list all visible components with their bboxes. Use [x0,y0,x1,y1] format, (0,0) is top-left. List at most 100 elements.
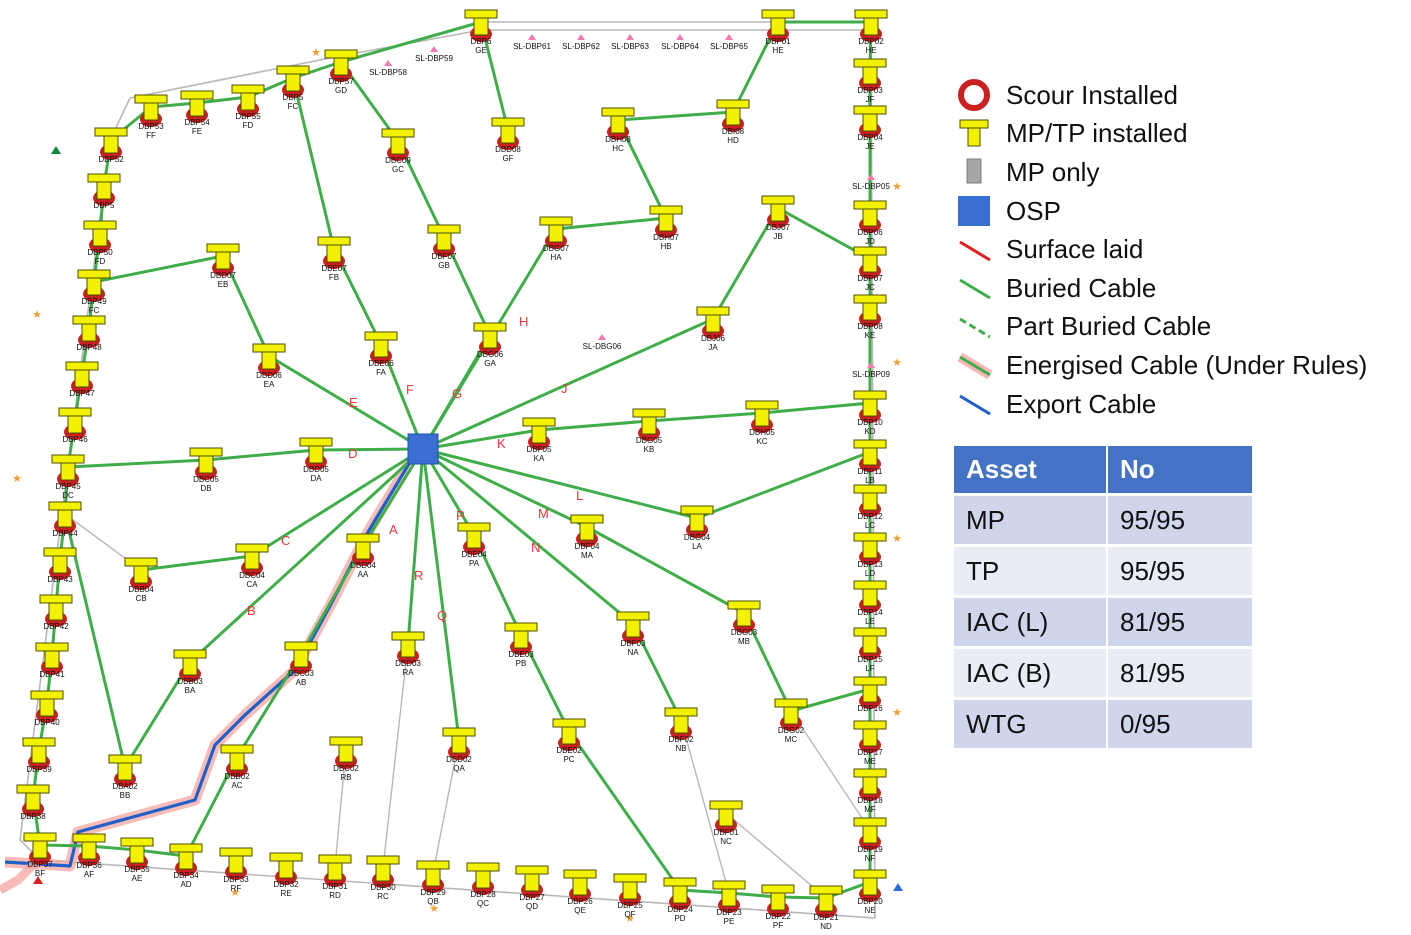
mp-pile-icon [673,715,689,734]
turbine-position-label: FE [192,127,202,136]
turbine-id-label: DBG06 [477,350,504,359]
sl-marker: SL-DBP62 [562,34,600,51]
tp-platform-icon [58,407,92,417]
sl-marker: SL-DBP59 [415,46,453,63]
mp-pile-icon [862,492,878,511]
buried-cable [421,428,541,451]
tp-platform-icon [220,744,254,754]
turbine-position-label: RF [231,884,242,893]
tp-platform-icon [853,676,887,686]
turbine-id-label: DBF07 [432,252,457,261]
mp-only-icon [950,155,998,189]
sl-marker-icon [598,334,606,340]
tp-platform-icon [709,800,743,810]
unburied-cable [725,812,827,899]
mp-pile-icon [31,745,47,764]
sl-marker-label: SL-DBP09 [852,370,890,379]
mp-pile-icon [86,277,102,296]
mp-pile-icon [482,330,498,349]
mp-pile-icon [862,728,878,747]
turbine-id-label: DBP42 [43,622,69,631]
turbine-position-label: LA [692,542,702,551]
sl-marker-icon [676,34,684,40]
mp-pile-icon [475,870,491,889]
turbine-id-label: DBP52 [98,155,124,164]
turbine-position-label: PF [773,921,783,930]
turbine-id-label: DBP44 [52,529,78,538]
circuit-label: K [497,436,506,451]
turbine-id-label: DBF05 [527,445,552,454]
tp-platform-icon [35,642,69,652]
legend-item: OSP [950,192,1410,231]
tp-platform-icon [72,833,106,843]
turbine-position-label: EB [218,280,229,289]
tp-platform-icon [269,852,303,862]
buried-cable [250,447,425,558]
sl-marker: SL-DBG06 [583,334,622,351]
tp-platform-icon [745,400,779,410]
turbine-id-label: DBP21 [813,913,839,922]
mp-pile-icon [52,555,68,574]
turbine-id-label: DBH07 [653,233,679,242]
tp-platform-icon [601,107,635,117]
turbine-id-label: DBB04 [128,585,154,594]
turbine-id-label: DBF04 [575,542,600,551]
circuit-label: B [247,603,256,618]
sl-marker: SL-DBP09 [852,362,890,379]
turbine-position-label: PB [516,659,527,668]
mp-pile-icon [229,752,245,771]
legend-label: Part Buried Cable [1006,311,1212,342]
circuit-label: A [389,522,398,537]
turbine-id-label: DBP48 [76,343,102,352]
star-marker-icon: ★ [892,181,902,193]
turbine-id-label: DBC09 [385,156,411,165]
osp-icon [950,194,998,228]
table-cell-no: 95/95 [1108,547,1254,598]
mp-pile-icon [862,540,878,559]
circuit-label: E [349,395,358,410]
tp-platform-icon [324,49,358,59]
mp-pile-icon [81,323,97,342]
buried-cable [314,447,425,452]
tp-platform-icon [853,105,887,115]
tp-platform-icon [427,224,461,234]
turbine-position-label: DC [62,491,74,500]
legend-item: Energised Cable (Under Rules) [950,346,1410,385]
mp-pile-icon [579,522,595,541]
surface-laid-line-icon [950,233,998,267]
turbine-id-label: DBE02 [556,746,582,755]
circuit-label: J [561,381,568,396]
tp-platform-icon [491,117,525,127]
mp-pile-icon [39,698,55,717]
sl-marker-icon [725,34,733,40]
turbine-position-label: CA [246,580,258,589]
buried-cable [585,525,746,615]
mp-pile-icon [375,863,391,882]
turbine-id-label: DBP32 [273,880,299,889]
buried-cable [554,216,668,231]
mp-pile-icon [705,314,721,333]
mp-pile-icon [81,841,97,860]
tp-platform-icon [854,9,888,19]
tp-platform-icon [761,195,795,205]
tp-platform-icon [552,718,586,728]
tp-platform-icon [853,390,887,400]
turbine-id-label: DBP43 [47,575,73,584]
legend-item: Scour Installed [950,76,1410,115]
sl-marker-label: SL-DBP58 [369,68,407,77]
tp-platform-icon [466,862,500,872]
turbine-position-label: QC [477,899,489,908]
mp-pile-icon [451,735,467,754]
circuit-label: F [406,382,414,397]
circuit-label: P [456,508,465,523]
table-cell-no: 81/95 [1108,598,1254,649]
